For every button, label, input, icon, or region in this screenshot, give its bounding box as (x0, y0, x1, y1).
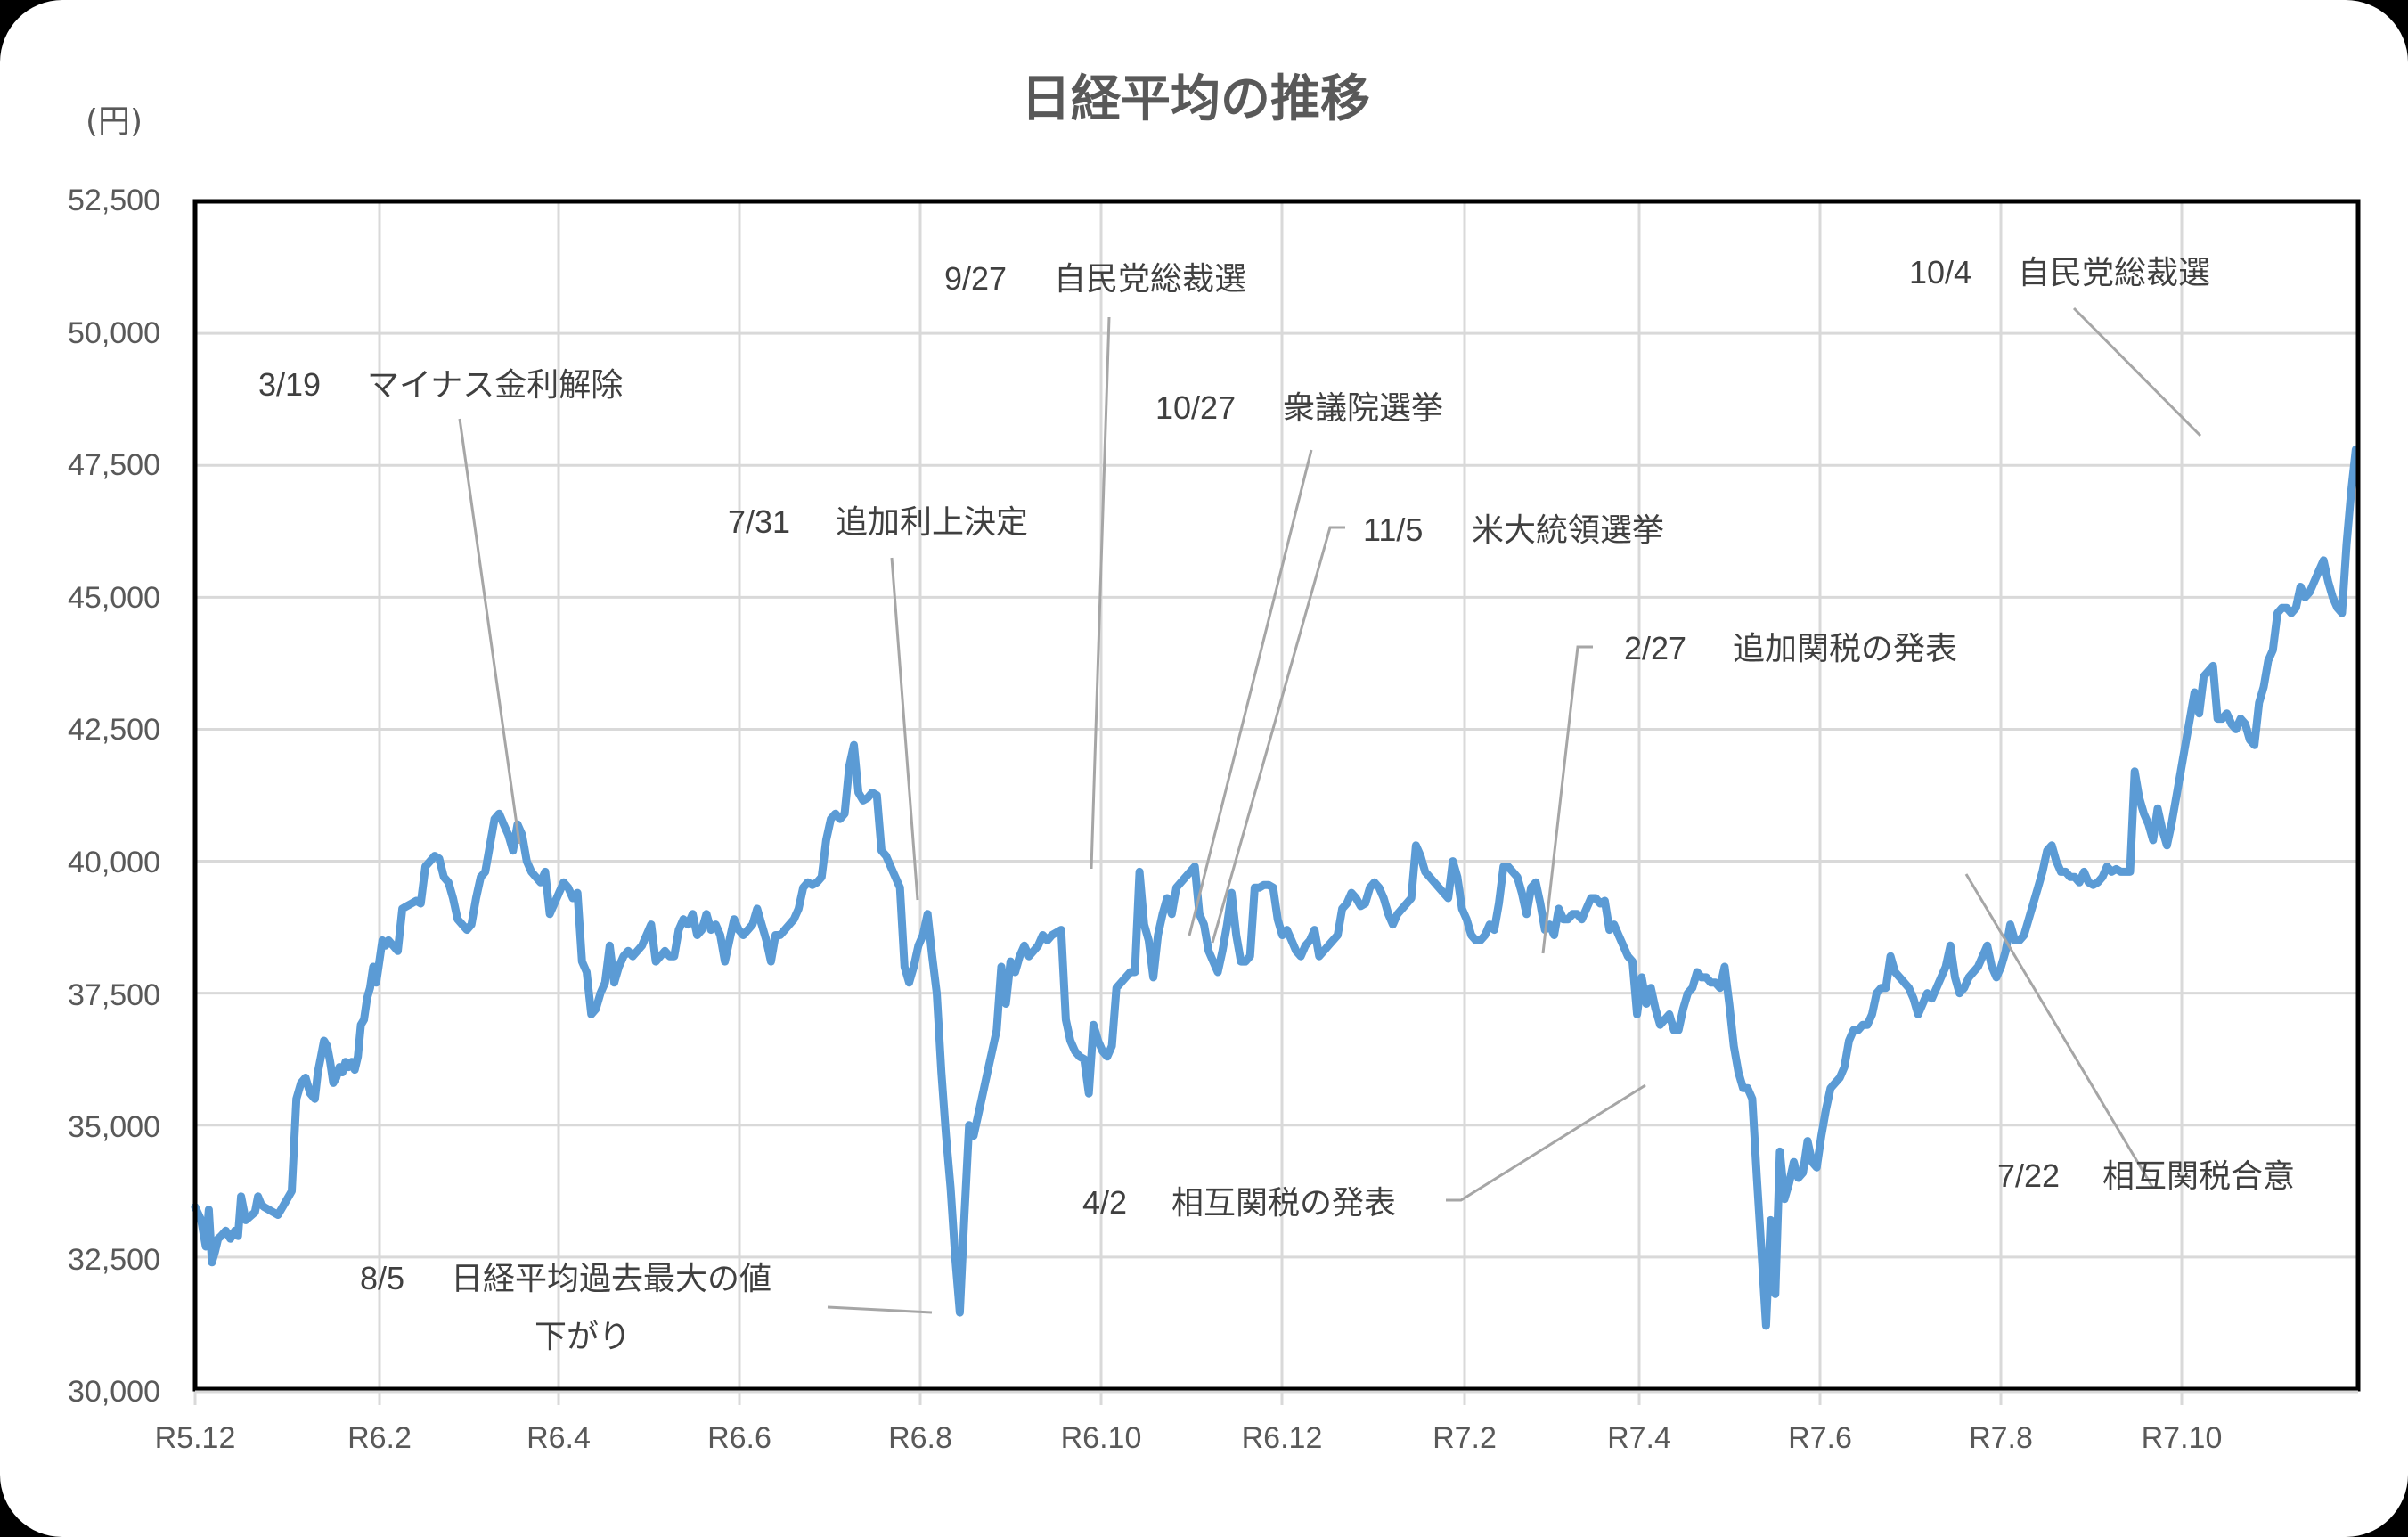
leader-line-0319 (458, 418, 521, 845)
annotation-text: 下がり (535, 1319, 631, 1355)
x-tick-label: R7.6 (1788, 1421, 1852, 1455)
annotation-date: 7/22 (1997, 1157, 2060, 1194)
y-tick-label: 45,000 (68, 581, 160, 615)
annotation-leaders (458, 307, 2202, 1314)
annotation-0319: 3/19 マイナス金利解除 (258, 366, 623, 404)
annotation-date: 10/4 (1909, 254, 1971, 290)
leader-line-0805 (827, 1305, 933, 1314)
y-tick-label: 52,500 (68, 184, 160, 217)
y-tick-label: 47,500 (68, 448, 160, 482)
annotation-0722: 7/22 相互関税合意 (1997, 1157, 2295, 1195)
annotation-date: 2/27 (1624, 630, 1686, 666)
leader-line-0927 (1090, 316, 1111, 870)
x-tick-label: R7.8 (1969, 1421, 2033, 1455)
annotation-1105: 11/5 米大統領選挙 (1363, 511, 1664, 549)
annotation-text: 追加利上決定 (836, 504, 1028, 541)
x-tick-label: R6.6 (707, 1421, 771, 1455)
leader-line-0731 (890, 557, 919, 901)
annotation-date: 3/19 (258, 366, 321, 403)
annotation-0927: 9/27 自民党総裁選 (944, 260, 1246, 298)
annotation-text: 日経平均過去最大の値 (451, 1261, 771, 1297)
x-tick-label: R7.2 (1433, 1421, 1497, 1455)
x-tick-label: R7.10 (2142, 1421, 2223, 1455)
annotation-date: 8/5 (360, 1260, 404, 1296)
leader-line-1027 (1188, 449, 1313, 936)
y-tick-label: 50,000 (68, 316, 160, 350)
annotation-text: 自民党総裁選 (1054, 261, 1246, 298)
x-axis-labels: R5.12 R6.2 R6.4 R6.6 R6.8 R6.10 R6.12 R7… (155, 1421, 2223, 1455)
annotation-text: マイナス金利解除 (367, 367, 623, 404)
x-tick-label: R5.12 (155, 1421, 236, 1455)
x-tick-label: R6.2 (347, 1421, 412, 1455)
annotation-date: 4/2 (1082, 1184, 1127, 1221)
y-tick-label: 35,000 (68, 1110, 160, 1144)
annotation-0402: 4/2 相互関税の発表 (1082, 1184, 1396, 1222)
annotation-1004: 10/4 自民党総裁選 (1909, 254, 2210, 291)
annotation-text: 相互関税合意 (2102, 1158, 2295, 1195)
annotation-date: 10/27 (1155, 389, 1236, 426)
annotation-date: 11/5 (1363, 511, 1423, 548)
plot-area-border (192, 199, 2361, 1392)
x-tick-label: R6.10 (1061, 1421, 1142, 1455)
y-axis-labels: 52,500 50,000 47,500 45,000 42,500 40,00… (68, 184, 160, 1409)
y-axis-unit-label: (円) (86, 103, 143, 140)
annotation-1027: 10/27 衆議院選挙 (1155, 389, 1443, 427)
leader-line-1105 (1211, 526, 1345, 944)
annotation-text: 衆議院選挙 (1283, 390, 1443, 427)
y-tick-label: 32,500 (68, 1243, 160, 1277)
x-tick-label: R6.4 (526, 1421, 591, 1455)
annotation-text: 自民党総裁選 (2018, 255, 2210, 291)
chart-title: 日経平均の推移 (1021, 70, 1370, 128)
annotation-text: 米大統領選挙 (1472, 512, 1664, 549)
annotation-0731: 7/31 追加利上決定 (728, 503, 1028, 541)
nikkei-series-line (191, 445, 2360, 1330)
y-tick-label: 40,000 (68, 846, 160, 879)
leader-line-0402 (1446, 1083, 1646, 1202)
x-tick-label: R7.4 (1607, 1421, 1671, 1455)
y-tick-label: 30,000 (68, 1375, 160, 1409)
x-tick-label: R6.12 (1242, 1421, 1323, 1455)
leader-line-0227 (1541, 645, 1593, 954)
leader-line-1004 (2072, 307, 2202, 437)
gridlines (193, 201, 2358, 1405)
annotation-0227: 2/27 追加関税の発表 (1624, 630, 1957, 667)
leader-line-0722 (1964, 873, 2154, 1188)
x-tick-label: R6.8 (888, 1421, 952, 1455)
y-tick-label: 42,500 (68, 713, 160, 747)
annotation-text: 相互関税の発表 (1171, 1185, 1396, 1222)
annotation-date: 7/31 (728, 503, 790, 540)
annotation-date: 9/27 (944, 260, 1007, 297)
annotation-text: 追加関税の発表 (1733, 631, 1957, 667)
y-tick-label: 37,500 (68, 978, 160, 1012)
annotation-0805: 8/5 日経平均過去最大の値 下がり (360, 1260, 771, 1355)
